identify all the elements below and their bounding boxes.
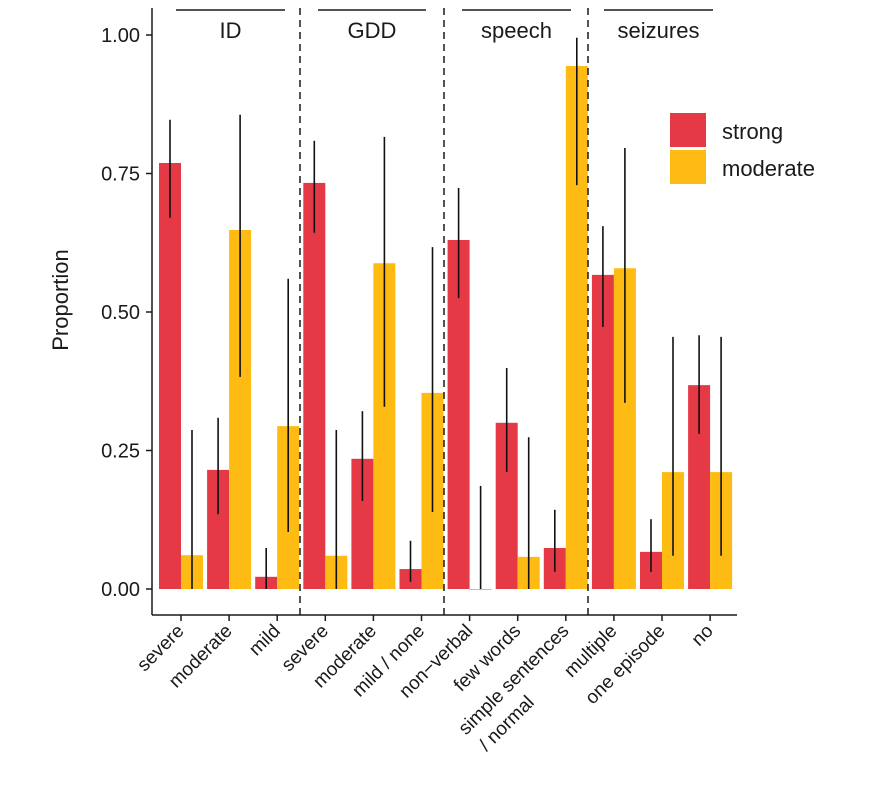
y-tick-label: 0.25 [101, 441, 140, 463]
bar-strong [159, 162, 181, 589]
legend-swatch-moderate [670, 150, 706, 184]
bar-strong [447, 239, 470, 590]
x-tick-label: simple sentences/ normal [455, 621, 592, 758]
y-tick-label: 0.50 [101, 302, 140, 324]
bar-strong [591, 274, 614, 589]
group-label: GDD [348, 18, 397, 43]
bar-strong [351, 458, 374, 589]
bar-moderate [613, 268, 636, 589]
group-label: ID [220, 18, 242, 43]
legend-swatch-strong [670, 113, 706, 147]
bar-strong [303, 182, 326, 589]
bar-strong [688, 385, 711, 589]
bar-strong [495, 422, 518, 589]
bar-moderate [373, 263, 396, 589]
bar-moderate [469, 589, 492, 590]
group-label: seizures [618, 18, 700, 43]
group-label: speech [481, 18, 552, 43]
x-tick-label: no [688, 621, 718, 651]
bar-strong [207, 469, 230, 589]
legend-label-moderate: moderate [722, 156, 815, 181]
x-tick-label-line: no [688, 621, 718, 651]
x-tick-label: mild [245, 621, 284, 660]
y-tick-label: 1.00 [101, 25, 140, 47]
y-axis-label: Proportion [48, 249, 73, 351]
bar-moderate [229, 230, 252, 589]
y-tick-label: 0.75 [101, 164, 140, 186]
x-tick-label-line: mild [245, 621, 284, 660]
y-tick-label: 0.00 [101, 579, 140, 601]
bar-moderate [565, 66, 588, 590]
legend-label-strong: strong [722, 119, 783, 144]
